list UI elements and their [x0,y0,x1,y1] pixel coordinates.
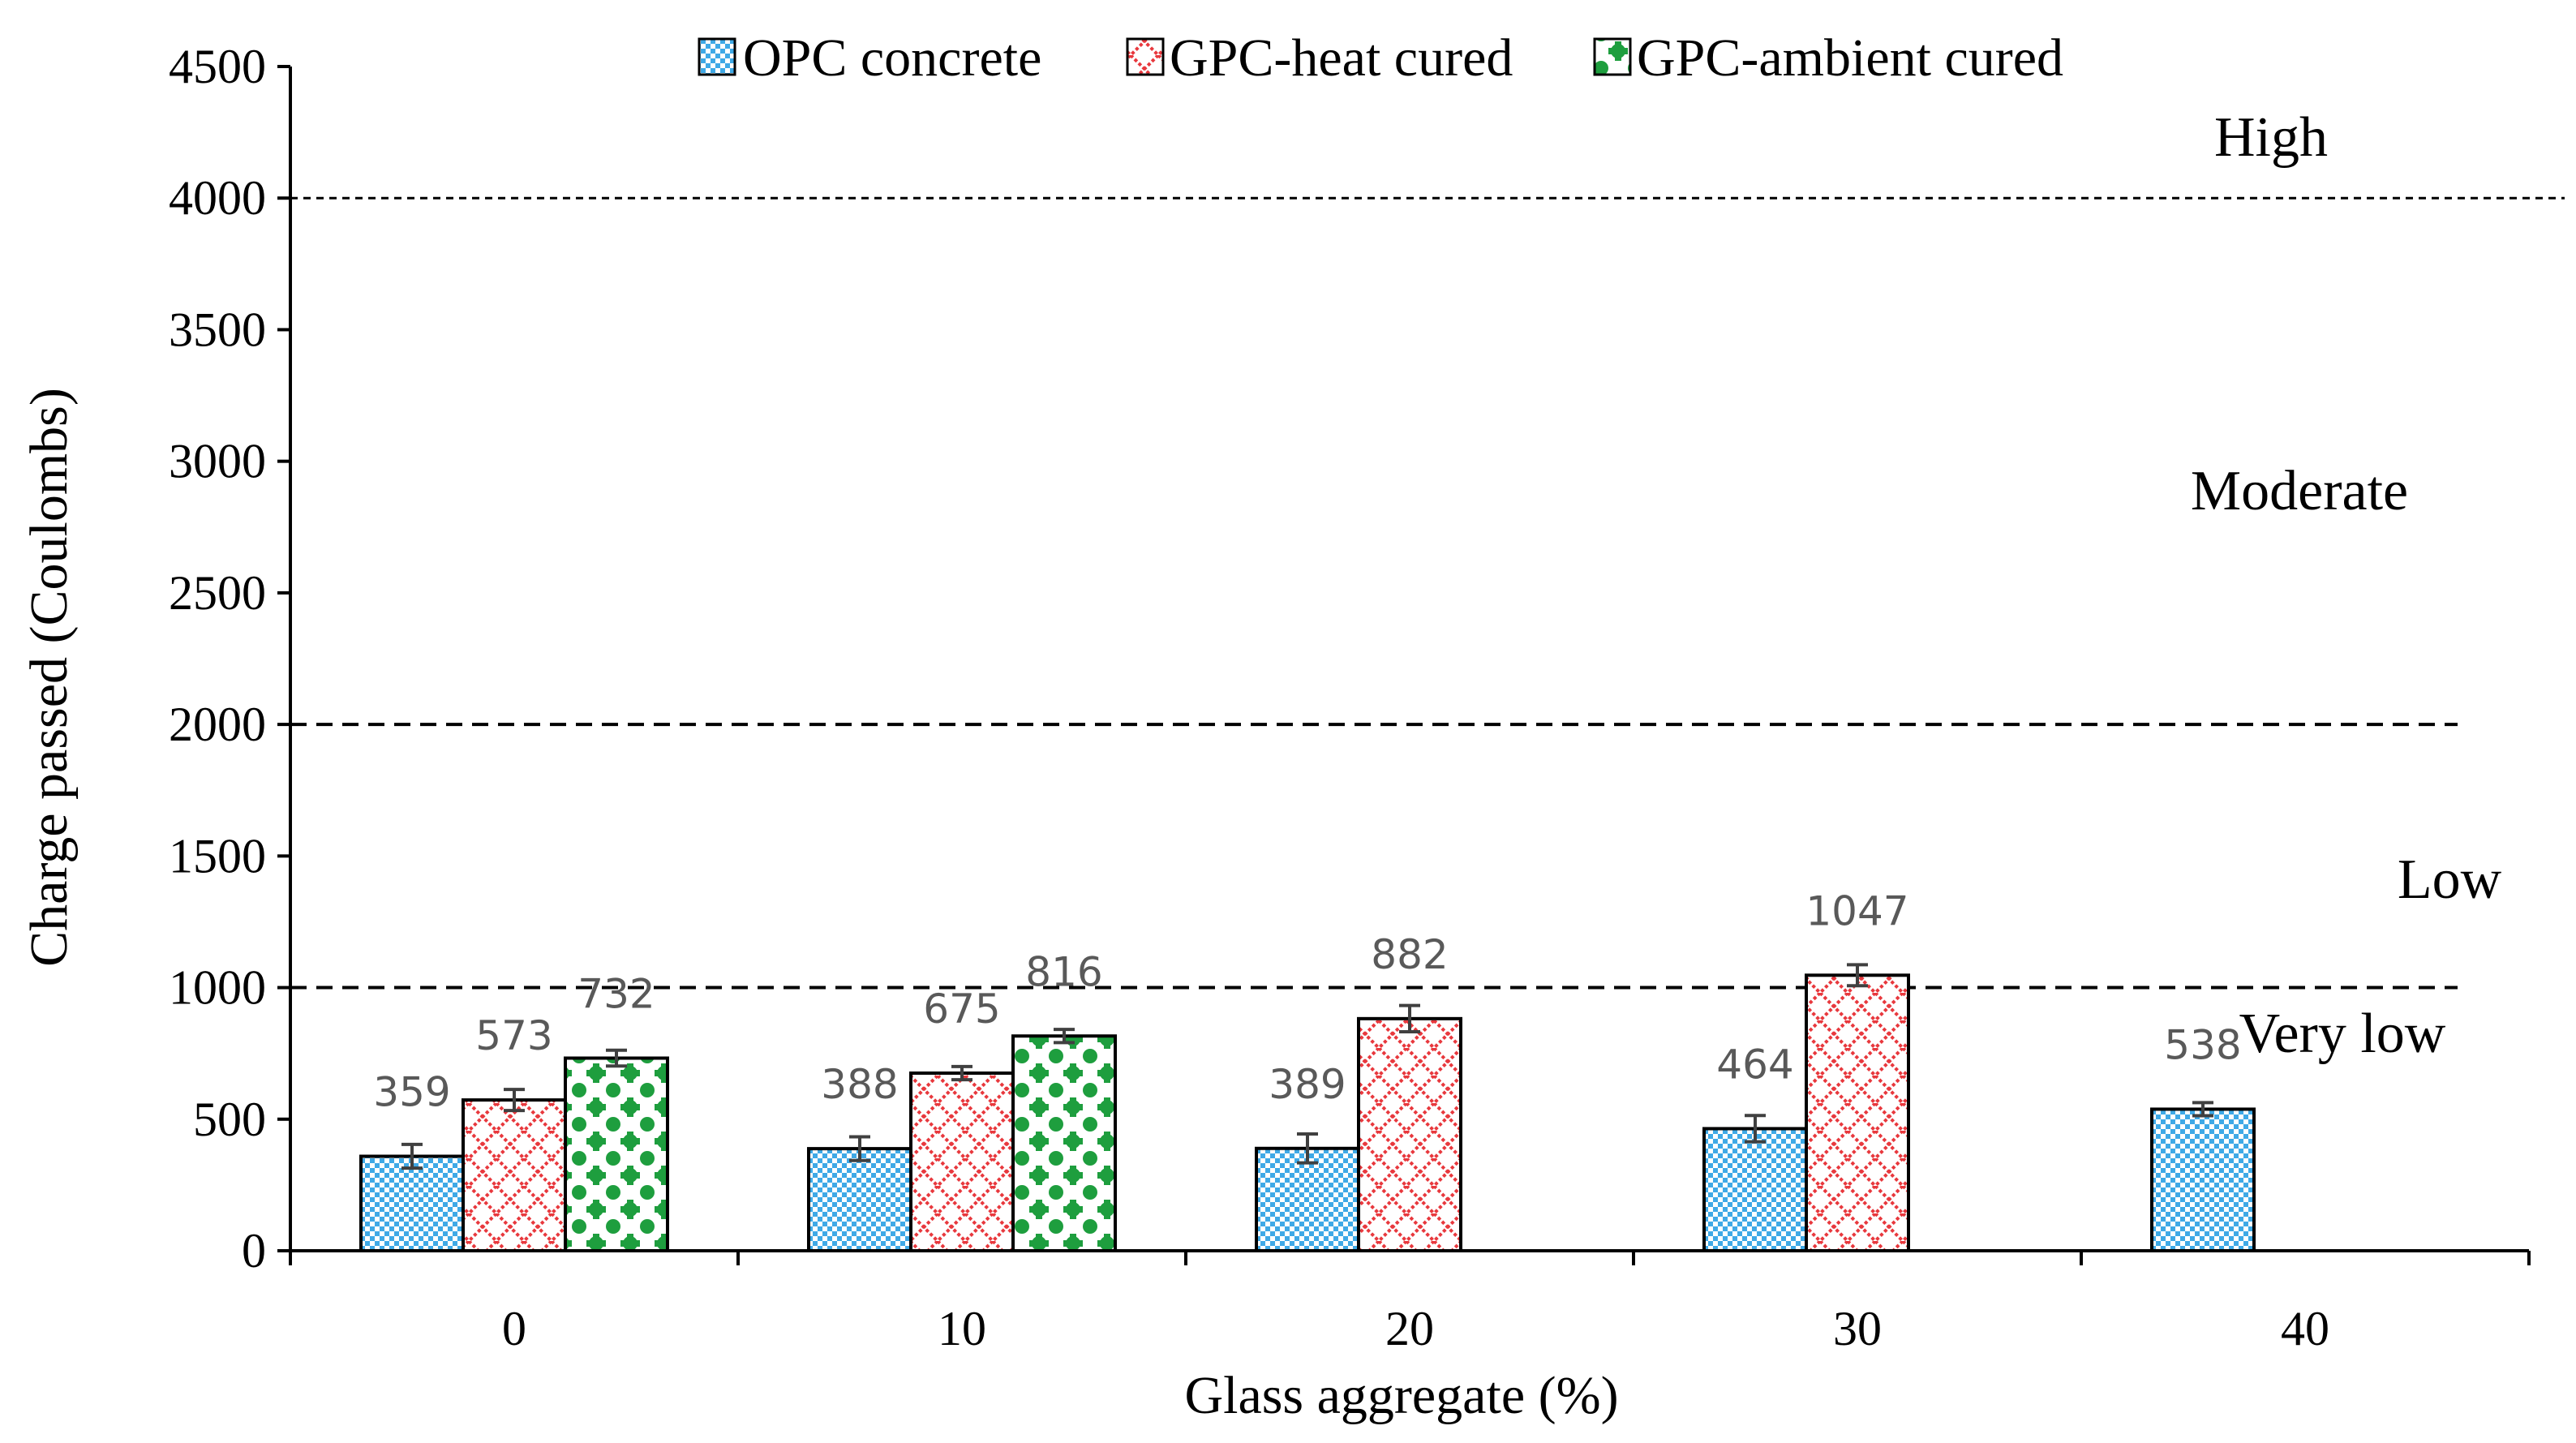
legend-label-gpc-ambient: GPC-ambient cured [1637,28,2063,88]
bar-gpc-heat-cured-20 [1357,1016,1462,1252]
bar-opc-concrete-0 [359,1154,465,1252]
y-tick-label: 1000 [169,961,266,1015]
x-tick-label: 0 [502,1302,526,1355]
legend-item-opc: OPC concrete [698,28,1041,88]
data-label: 359 [373,1069,450,1116]
y-tick-label: 0 [242,1224,266,1278]
data-label: 732 [577,971,655,1018]
bar-gpc-heat-cured-0 [462,1098,567,1253]
zone-label-low: Low [2398,848,2502,911]
y-tick-label: 2500 [169,566,266,620]
bar-opc-concrete-30 [1702,1127,1808,1252]
bar-gpc-heat-cured-30 [1805,973,1910,1252]
y-tick-label: 4500 [169,40,266,93]
bar-opc-concrete-40 [2150,1107,2256,1252]
data-label: 538 [2164,1021,2241,1068]
x-axis-title: Glass aggregate (%) [1184,1366,1618,1425]
data-label: 1047 [1805,887,1908,934]
data-label: 573 [475,1012,552,1059]
x-tick-label: 10 [938,1302,986,1355]
legend-label-gpc-heat: GPC-heat cured [1170,28,1513,88]
bar-gpc-ambient-cured-10 [1011,1034,1117,1252]
legend-item-gpc-ambient: GPC-ambient cured [1593,28,2063,88]
data-label: 816 [1025,948,1102,995]
axes: 0 500 1000 1500 2000 2500 3000 3500 4000 4500 0 10 2… [169,40,2531,1355]
bar-gpc-ambient-cured-0 [564,1056,669,1253]
data-label: 675 [923,986,1000,1033]
zone-label-high: High [2214,106,2328,169]
y-axis-title: Charge passed (Coulombs) [19,388,79,967]
x-tick-label: 40 [2281,1302,2329,1355]
legend-label-opc: OPC concrete [743,28,1041,88]
zone-label-moderate: Moderate [2191,460,2408,522]
data-label: 388 [821,1061,898,1108]
y-tick-label: 2000 [169,698,266,751]
y-tick-label: 500 [193,1093,266,1146]
x-tick-label: 30 [1833,1302,1882,1355]
data-label: 882 [1371,931,1448,978]
bars: 359 388 389 464 538 573 675 882 1047 732 816 [359,887,2256,1253]
legend-swatch-gpc-heat [1126,37,1165,76]
x-tick-label: 20 [1385,1302,1434,1355]
y-tick-label: 3500 [169,303,266,356]
threshold-lines [290,196,2565,990]
legend-swatch-opc [698,37,736,76]
legend-swatch-gpc-ambient [1593,37,1632,76]
y-tick-label: 3000 [169,435,266,488]
legend: OPC concrete GPC-heat cured GPC-ambient … [698,28,2063,88]
bar-opc-concrete-10 [807,1147,912,1253]
y-tick-label: 1500 [169,829,266,883]
bar-gpc-heat-cured-10 [909,1072,1015,1252]
data-label: 464 [1716,1041,1793,1088]
zone-label-very-low: Very low [2239,1003,2446,1065]
legend-item-gpc-heat: GPC-heat cured [1126,28,1513,88]
data-label: 389 [1269,1061,1346,1108]
y-tick-label: 4000 [169,171,266,225]
